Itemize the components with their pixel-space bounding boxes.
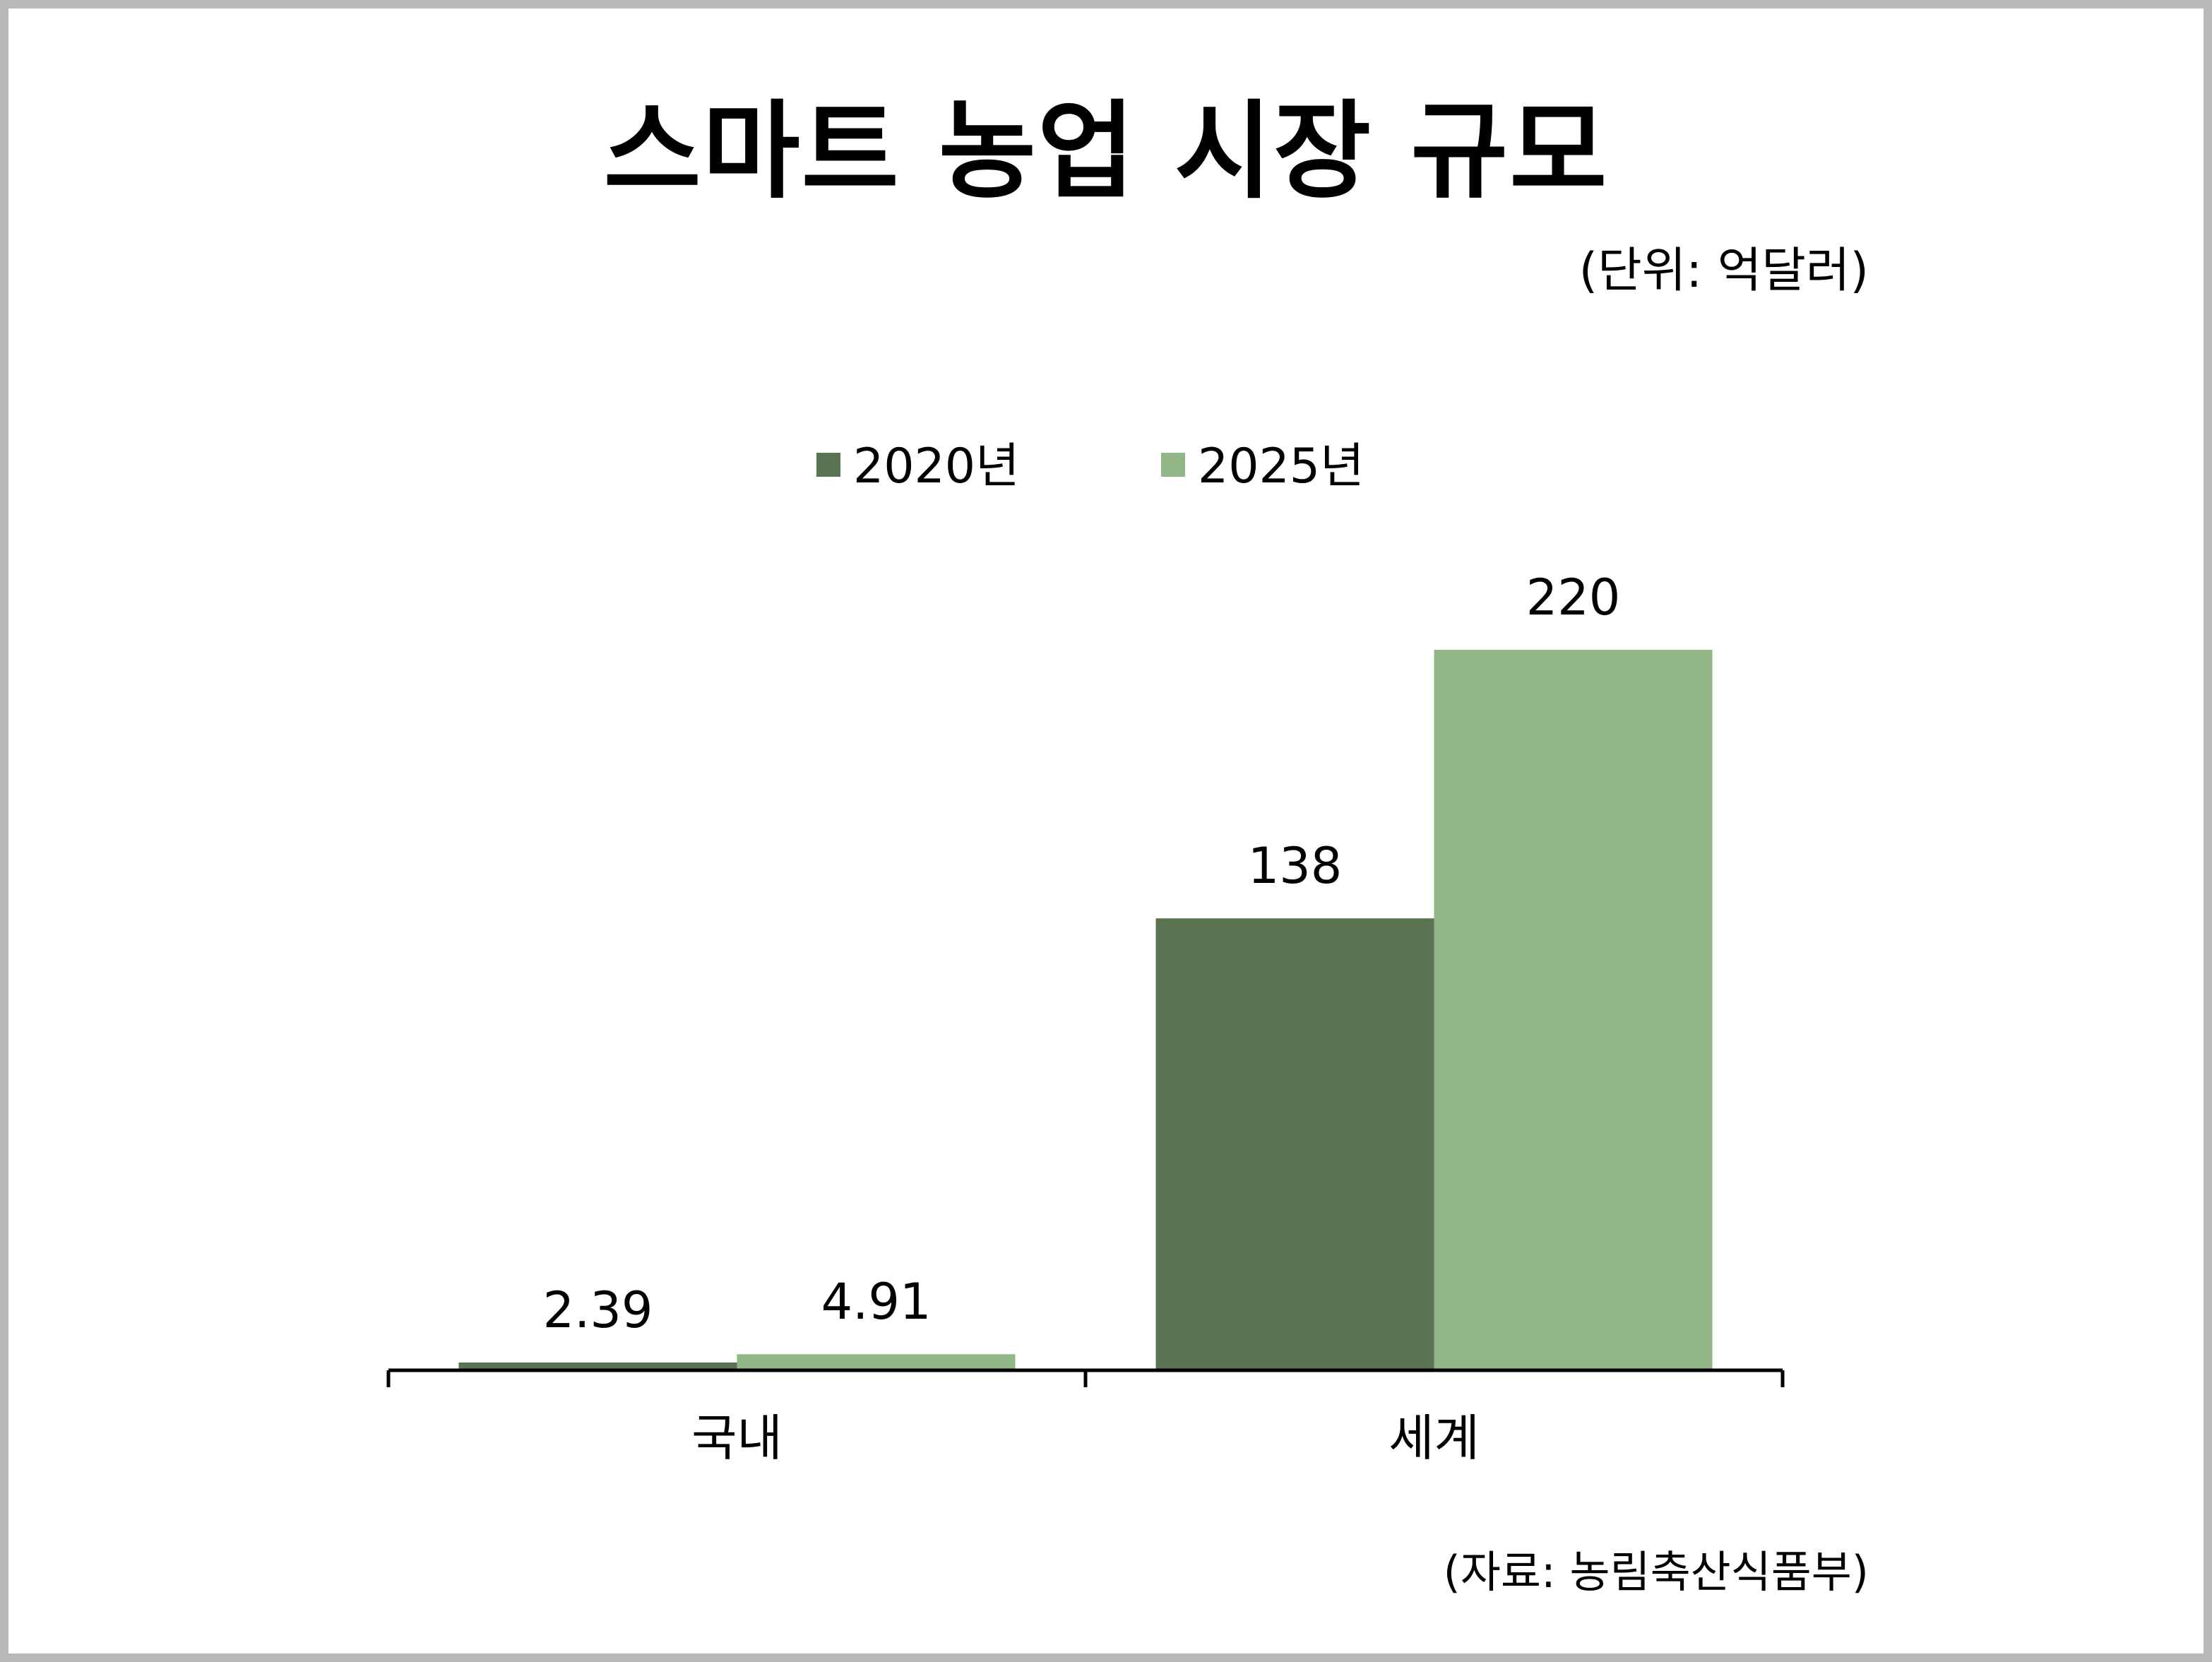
legend-label-0: 2020년	[853, 439, 1020, 494]
source-note: (자료: 농림축산식품부)	[1443, 1546, 1869, 1598]
bar-0-1	[737, 1354, 1016, 1370]
data-label-1-1: 220	[1526, 569, 1621, 627]
data-label-0-0: 2.39	[543, 1281, 653, 1339]
bar-1-0	[1155, 918, 1434, 1370]
x-tick-label-0: 국내	[691, 1409, 783, 1467]
bar-0-0	[458, 1362, 737, 1370]
legend: 2020년 2025년	[816, 439, 1364, 494]
data-labels: 2.39 4.91 138 220	[543, 569, 1621, 1339]
legend-label-1: 2025년	[1198, 439, 1364, 494]
data-label-1-0: 138	[1248, 837, 1343, 895]
x-axis: 국내 세계	[386, 1368, 1785, 1467]
legend-swatch-1	[1161, 453, 1185, 477]
data-label-0-1: 4.91	[821, 1273, 932, 1331]
x-tick-label-1: 세계	[1389, 1409, 1480, 1467]
bar-1-1	[1434, 650, 1713, 1370]
legend-swatch-0	[816, 453, 840, 477]
bars	[458, 650, 1713, 1370]
unit-note: (단위: 억달러)	[1578, 243, 1869, 299]
chart-title: 스마트 농업 시장 규모	[603, 90, 1609, 213]
